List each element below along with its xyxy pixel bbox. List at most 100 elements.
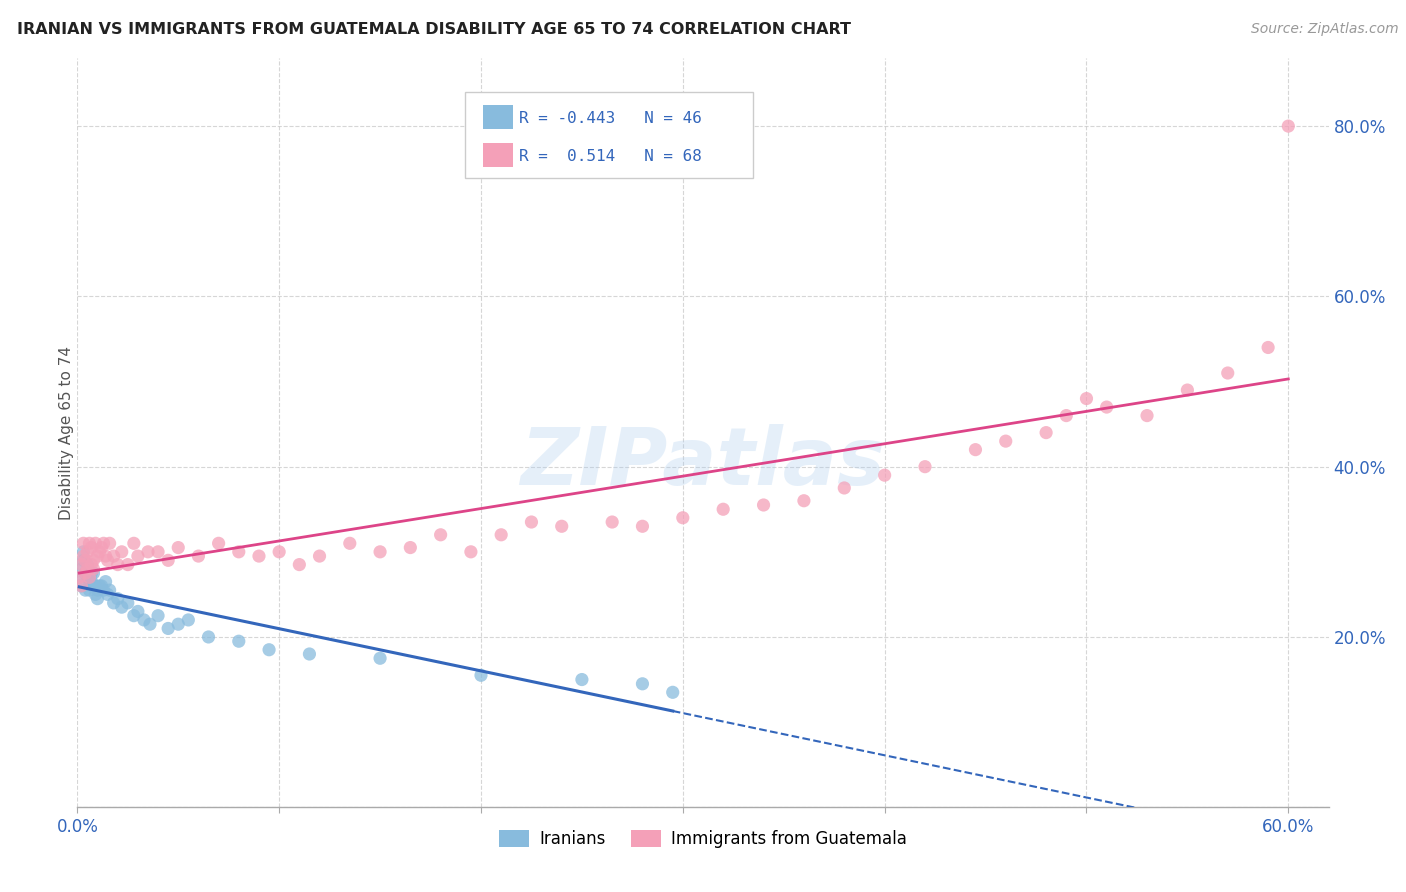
Point [177, 613, 200, 627]
Point [94, 574, 117, 589]
Point [308, 549, 330, 563]
Text: R = -0.443   N = 46: R = -0.443 N = 46 [519, 111, 702, 126]
Point [75, 566, 97, 580]
Point [631, 519, 654, 533]
Point [72, 553, 94, 567]
Point [520, 515, 543, 529]
Point [72, 536, 94, 550]
Point [107, 591, 129, 606]
Point [672, 510, 695, 524]
Point [1136, 409, 1159, 423]
Point [429, 528, 451, 542]
Point [103, 549, 125, 563]
Point [228, 634, 250, 648]
Point [84, 536, 107, 550]
Point [75, 583, 97, 598]
Point [84, 579, 107, 593]
Point [127, 549, 149, 563]
Point [661, 685, 683, 699]
FancyBboxPatch shape [482, 105, 513, 129]
Point [72, 545, 94, 559]
Point [711, 502, 734, 516]
Point [339, 536, 361, 550]
Point [399, 541, 422, 555]
Point [187, 549, 209, 563]
Point [75, 553, 97, 567]
Point [82, 553, 104, 567]
Point [97, 553, 120, 567]
Point [1054, 409, 1077, 423]
Point [93, 536, 115, 550]
Point [90, 541, 112, 555]
Point [994, 434, 1017, 449]
Point [298, 647, 321, 661]
Point [157, 553, 180, 567]
Point [1257, 341, 1279, 355]
Point [82, 562, 104, 576]
Point [79, 574, 101, 589]
Point [631, 677, 654, 691]
Point [89, 579, 111, 593]
Point [111, 545, 134, 559]
Point [70, 558, 93, 572]
Point [600, 515, 623, 529]
Point [167, 617, 190, 632]
FancyBboxPatch shape [465, 92, 754, 178]
Point [207, 536, 229, 550]
Text: ZIPatlas: ZIPatlas [520, 424, 886, 501]
Point [82, 566, 104, 580]
Point [76, 562, 98, 576]
Point [146, 545, 169, 559]
Point [551, 519, 574, 533]
Point [460, 545, 482, 559]
Point [86, 591, 108, 606]
Point [70, 562, 93, 576]
Point [368, 651, 391, 665]
FancyBboxPatch shape [482, 143, 513, 167]
Text: Source: ZipAtlas.com: Source: ZipAtlas.com [1251, 22, 1399, 37]
Point [70, 579, 93, 593]
Point [1277, 119, 1299, 133]
Point [832, 481, 855, 495]
Point [139, 617, 162, 632]
Point [127, 604, 149, 618]
Point [122, 608, 145, 623]
Point [75, 566, 97, 580]
Point [1216, 366, 1239, 380]
Point [228, 545, 250, 559]
Point [132, 613, 155, 627]
Point [79, 583, 101, 598]
Point [80, 558, 103, 572]
Point [111, 600, 134, 615]
Point [136, 545, 159, 559]
Point [80, 574, 103, 589]
Point [97, 587, 120, 601]
Point [98, 536, 121, 550]
Point [571, 673, 593, 687]
Point [146, 608, 169, 623]
Point [1076, 392, 1098, 406]
Point [94, 549, 117, 563]
Point [76, 545, 98, 559]
Point [86, 549, 108, 563]
Text: IRANIAN VS IMMIGRANTS FROM GUATEMALA DISABILITY AGE 65 TO 74 CORRELATION CHART: IRANIAN VS IMMIGRANTS FROM GUATEMALA DIS… [17, 22, 851, 37]
Point [117, 558, 139, 572]
Point [470, 668, 492, 682]
Point [107, 558, 129, 572]
Point [1095, 400, 1118, 414]
Point [914, 459, 936, 474]
Point [76, 570, 98, 584]
Point [79, 536, 101, 550]
Point [117, 596, 139, 610]
Legend: Iranians, Immigrants from Guatemala: Iranians, Immigrants from Guatemala [492, 823, 914, 855]
Point [70, 579, 93, 593]
Point [269, 545, 291, 559]
Point [76, 558, 98, 572]
Point [793, 493, 815, 508]
Point [84, 587, 107, 601]
Point [103, 596, 125, 610]
Point [82, 579, 104, 593]
Point [288, 558, 311, 572]
Point [1177, 383, 1199, 397]
Point [157, 622, 180, 636]
